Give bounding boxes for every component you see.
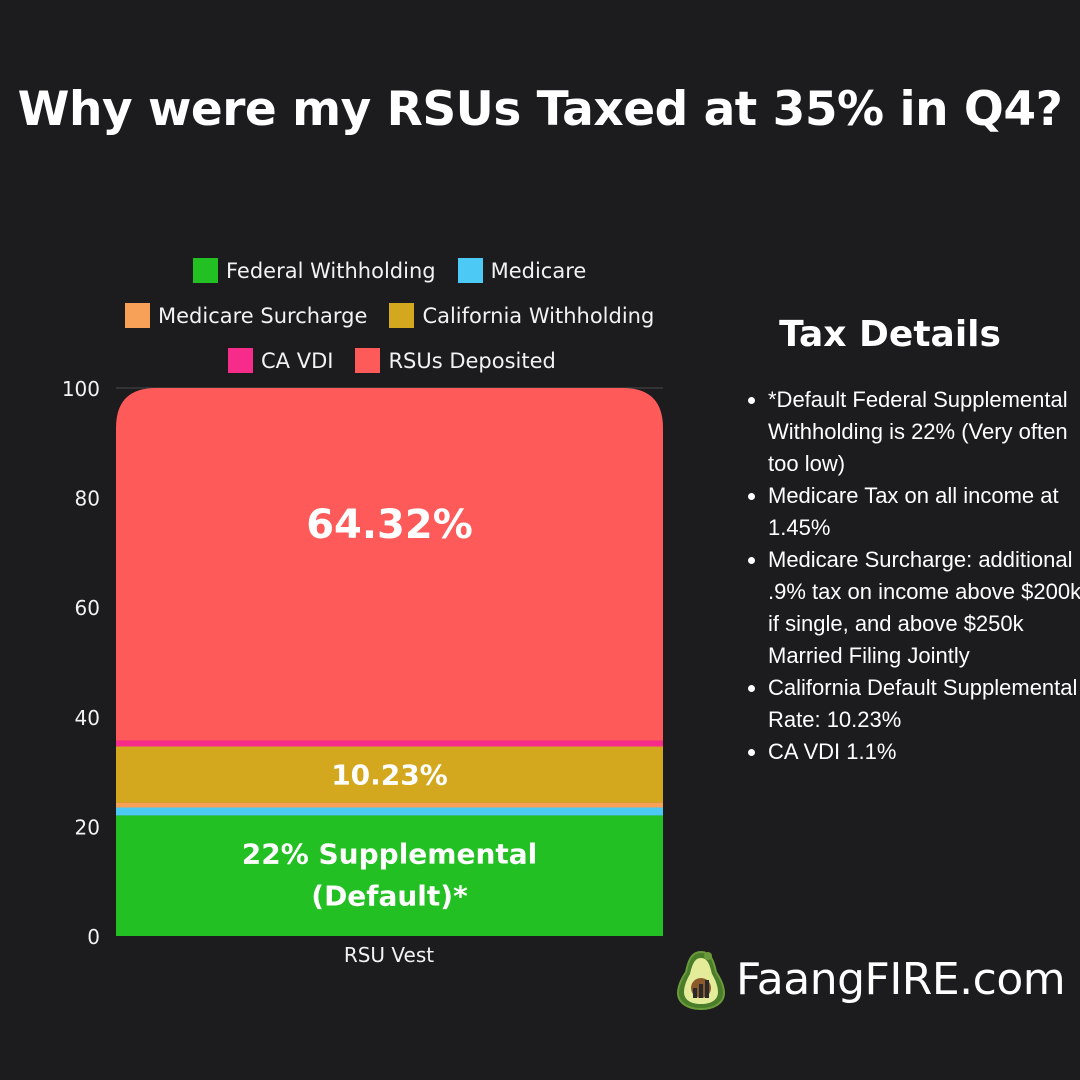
bar-stack <box>116 388 663 936</box>
detail-item: *Default Federal Supplemental Withholdin… <box>768 384 1080 480</box>
details-title: Tax Details <box>779 314 1001 355</box>
legend-item: RSUs Deposited <box>355 348 556 373</box>
detail-item: California Default Supplemental Rate: 10… <box>768 672 1080 736</box>
brand: FaangFIRE.com <box>676 948 1066 1010</box>
bar-segment <box>116 815 663 936</box>
details-list: *Default Federal Supplemental Withholdin… <box>748 384 1080 768</box>
segment-label: 64.32% <box>306 502 473 548</box>
chart-title: Why were my RSUs Taxed at 35% in Q4? <box>17 82 1063 137</box>
legend-label: Medicare <box>490 258 587 283</box>
legend-item: Medicare <box>457 258 587 283</box>
detail-item: Medicare Surcharge: additional .9% tax o… <box>768 544 1080 672</box>
brand-text: FaangFIRE.com <box>736 953 1066 1005</box>
legend-label: Federal Withholding <box>226 258 436 283</box>
legend-row: CA VDI RSUs Deposited <box>228 348 556 373</box>
legend-swatch <box>125 303 150 328</box>
legend-item: Medicare Surcharge <box>125 303 367 328</box>
detail-item: Medicare Tax on all income at 1.45% <box>768 480 1080 544</box>
segment-label: 10.23% <box>331 759 448 792</box>
legend-item: California Withholding <box>389 303 654 328</box>
legend-label: RSUs Deposited <box>388 348 556 373</box>
y-tick-label: 0 <box>87 925 100 949</box>
bar-segment <box>116 807 663 816</box>
legend-swatch <box>389 303 415 328</box>
legend-label: California Withholding <box>422 303 655 328</box>
legend-swatch <box>355 348 381 373</box>
legend-swatch <box>193 258 218 283</box>
y-tick-label: 20 <box>75 815 100 839</box>
segment-label: (Default)* <box>311 880 468 913</box>
y-tick-label: 60 <box>75 596 100 620</box>
bar-segment <box>116 746 663 803</box>
legend-label: Medicare Surcharge <box>158 303 368 328</box>
x-category-label: RSU Vest <box>344 943 434 967</box>
y-tick-label: 100 <box>62 377 100 401</box>
legend-label: CA VDI <box>261 348 334 373</box>
legend-row: Medicare Surcharge California Withholding <box>125 303 654 328</box>
legend-item: Federal Withholding <box>193 258 436 283</box>
y-tick-label: 40 <box>75 706 100 730</box>
legend-swatch <box>228 348 253 373</box>
detail-item: CA VDI 1.1% <box>768 736 1080 768</box>
legend-row: Federal Withholding Medicare <box>193 258 586 283</box>
bar-segment <box>116 388 663 741</box>
segment-label: 22% Supplemental <box>242 838 538 871</box>
bar-segment <box>116 740 663 747</box>
bar-segment <box>116 802 663 808</box>
legend-item: CA VDI <box>228 348 333 373</box>
stacked-bar-chart: 0 20 40 60 80 100 22% Supplemental (Default)* 10… <box>62 377 663 967</box>
y-tick-label: 80 <box>75 487 100 511</box>
legend-swatch <box>457 258 483 283</box>
avocado-logo-icon <box>676 950 726 1010</box>
